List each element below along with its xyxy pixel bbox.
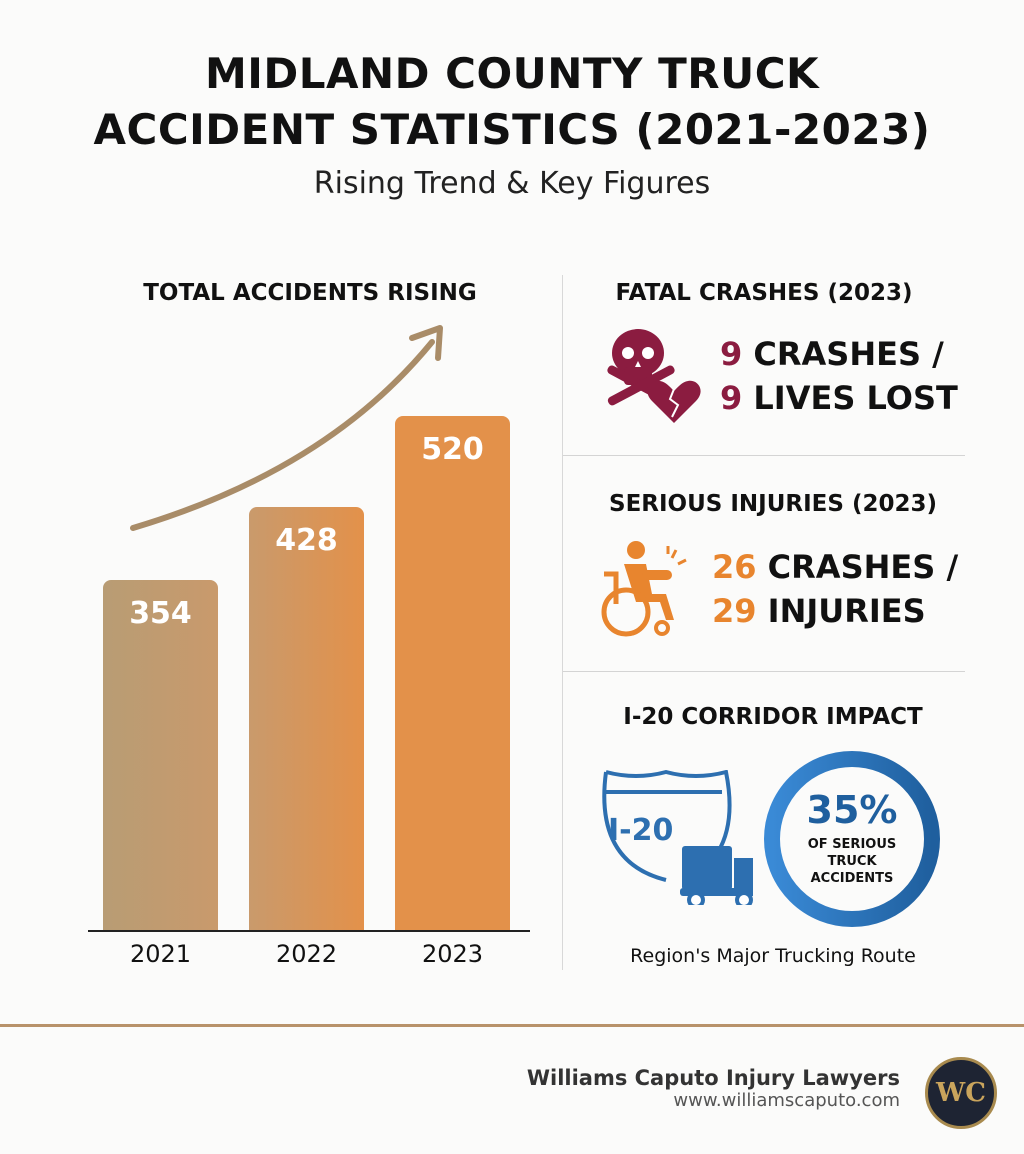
section-divider xyxy=(563,671,965,672)
percent-stat: 35% OF SERIOUS TRUCK ACCIDENTS xyxy=(762,790,942,887)
x-tick-label: 2023 xyxy=(421,940,484,968)
fatal-crashes-label: CRASHES / xyxy=(753,335,944,373)
injuries-heading: SERIOUS INJURIES (2023) xyxy=(609,491,937,517)
fatal-lives-count: 9 xyxy=(720,379,743,417)
fatal-crashes-line: 9 CRASHES / 9 LIVES LOST xyxy=(720,332,958,420)
corridor-heading: I-20 CORRIDOR IMPACT xyxy=(623,704,923,730)
firm-url[interactable]: www.williamscaputo.com xyxy=(673,1090,900,1111)
x-axis-line xyxy=(88,930,530,932)
page-title: MIDLAND COUNTY TRUCK ACCIDENT STATISTICS… xyxy=(0,46,1024,158)
bar-value-label: 520 xyxy=(421,432,484,467)
page-subtitle: Rising Trend & Key Figures xyxy=(313,166,711,201)
chart-title: TOTAL ACCIDENTS RISING xyxy=(143,280,477,306)
percent-value: 35% xyxy=(806,788,898,832)
firm-logo: WC xyxy=(925,1057,997,1129)
percent-caption-1: OF SERIOUS xyxy=(807,837,897,852)
logo-monogram: WC xyxy=(936,1078,986,1108)
percent-caption-3: ACCIDENTS xyxy=(810,871,894,886)
x-tick-label: 2021 xyxy=(129,940,192,968)
bar-2023 xyxy=(395,416,510,930)
fatal-heading: FATAL CRASHES (2023) xyxy=(615,280,913,306)
footer-branding: Williams Caputo Injury Lawyers www.willi… xyxy=(527,1066,900,1111)
section-divider xyxy=(563,455,965,456)
fatal-lives-label: LIVES LOST xyxy=(753,379,958,417)
corridor-caption: Region's Major Trucking Route xyxy=(630,945,916,967)
x-tick-label: 2022 xyxy=(275,940,338,968)
vertical-divider xyxy=(562,275,563,970)
injuries-count: 29 xyxy=(712,592,757,630)
fatal-crashes-count: 9 xyxy=(720,335,743,373)
footer-rule xyxy=(0,1024,1024,1027)
skull-crossbones-broken-heart-icon xyxy=(607,329,701,423)
percent-ring xyxy=(764,751,940,927)
title-line-2: ACCIDENT STATISTICS (2021-2023) xyxy=(93,105,931,154)
title-line-1: MIDLAND COUNTY TRUCK xyxy=(204,49,820,98)
percent-caption-2: TRUCK xyxy=(827,854,877,869)
bar-2021 xyxy=(103,580,218,930)
wheelchair-injured-person-icon xyxy=(601,541,687,637)
injury-crashes-label: CRASHES / xyxy=(767,548,959,586)
bar-value-label: 428 xyxy=(275,522,338,558)
shield-label: I-20 xyxy=(608,813,673,848)
firm-name: Williams Caputo Injury Lawyers xyxy=(526,1066,900,1090)
bar-value-label: 354 xyxy=(129,596,192,632)
injuries-lines: 26 CRASHES / 29 INJURIES xyxy=(712,545,958,633)
injury-crashes-count: 26 xyxy=(712,548,757,586)
interstate-truck-icon: I-20 xyxy=(602,770,753,905)
bar-2022 xyxy=(249,506,364,930)
injuries-label: INJURIES xyxy=(767,592,926,630)
